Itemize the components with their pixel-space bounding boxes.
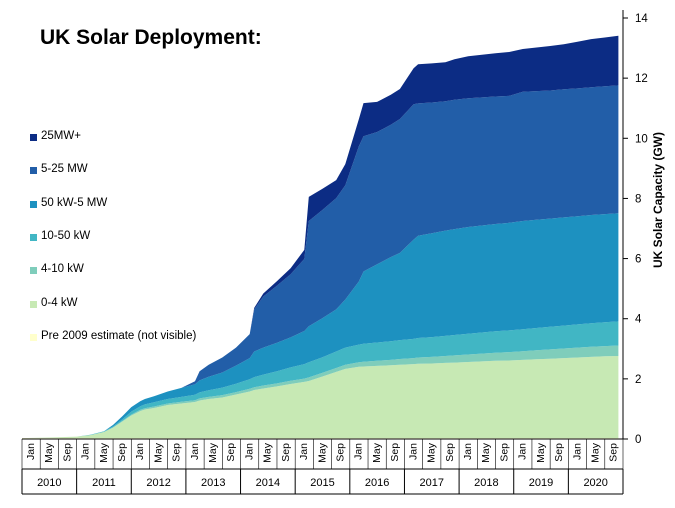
x-month-label: Sep xyxy=(444,443,456,462)
area-series-1 xyxy=(22,356,619,439)
legend-label: 4-10 kW xyxy=(41,263,84,276)
area-series-3 xyxy=(22,321,619,439)
area-series-2 xyxy=(22,345,619,439)
x-year-label: 2019 xyxy=(529,477,553,489)
x-month-label: Sep xyxy=(280,443,292,462)
y-tick-label: 6 xyxy=(635,254,641,266)
x-month-label: Sep xyxy=(553,443,565,462)
y-axis: 0 2 4 6 8 10 12 14 xyxy=(622,10,648,446)
area-series-6 xyxy=(22,35,619,439)
x-month-label: Sep xyxy=(116,443,128,462)
x-month-label: May xyxy=(98,442,110,463)
x-year-label: 2011 xyxy=(92,477,116,489)
x-year-label: 2014 xyxy=(256,477,280,489)
legend-label: 10-50 kW xyxy=(41,229,91,242)
legend-swatch xyxy=(30,300,37,308)
x-month-label: Sep xyxy=(389,443,401,462)
legend-swatch xyxy=(30,134,37,141)
x-month-label: Sep xyxy=(61,443,73,462)
x-month-label: Jan xyxy=(298,443,310,460)
legend-item: 4-10 kW xyxy=(30,263,250,279)
area-series-4 xyxy=(22,213,619,439)
x-year-label: 2013 xyxy=(201,477,225,489)
x-month-label: May xyxy=(480,442,492,463)
x-month-label: May xyxy=(316,442,328,463)
legend-swatch xyxy=(30,333,37,341)
x-month-label: May xyxy=(207,442,219,463)
legend-item: 10-50 kW xyxy=(30,230,250,246)
legend-swatch xyxy=(30,233,37,241)
x-month-label: Jan xyxy=(25,443,37,460)
legend-item: 0-4 kW xyxy=(30,297,250,313)
legend-label: Pre 2009 estimate (not visible) xyxy=(41,329,197,342)
x-month-label: May xyxy=(589,442,601,463)
x-month-label: Jan xyxy=(571,443,583,460)
x-month-label: Jan xyxy=(189,443,201,460)
area-series-5 xyxy=(22,85,619,439)
x-month-label: Sep xyxy=(225,443,237,462)
x-month-label: Jan xyxy=(353,443,365,460)
x-month-label: Sep xyxy=(608,443,620,462)
y-tick-label: 0 xyxy=(635,434,641,446)
y-tick-label: 2 xyxy=(635,374,641,386)
y-tick-label: 8 xyxy=(635,193,641,205)
legend-swatch xyxy=(30,267,37,275)
x-month-label: Sep xyxy=(171,443,183,462)
x-month-label: May xyxy=(535,442,547,463)
x-month-label: Jan xyxy=(243,443,255,460)
y-tick-label: 14 xyxy=(635,13,648,25)
legend-item: 25MW+ xyxy=(30,130,250,146)
x-year-label: 2020 xyxy=(583,477,607,489)
x-month-label: May xyxy=(43,442,55,463)
legend-swatch xyxy=(30,167,37,175)
legend-label: 25MW+ xyxy=(41,130,81,142)
legend-label: 0-4 kW xyxy=(41,296,78,309)
legend-label: 50 kW-5 MW xyxy=(41,196,108,209)
x-year-label: 2010 xyxy=(37,477,61,489)
legend-swatch xyxy=(30,200,37,208)
x-month-label: May xyxy=(262,442,274,463)
y-axis-label: UK Solar Capacity (GW) xyxy=(651,132,665,268)
y-tick-label: 4 xyxy=(635,314,642,326)
x-month-label: May xyxy=(371,442,383,463)
x-year-label: 2012 xyxy=(146,477,170,489)
legend-item: 5-25 MW xyxy=(30,163,250,179)
legend-label: 5-25 MW xyxy=(41,163,88,176)
x-month-label: Jan xyxy=(462,443,474,460)
x-axis: Jan May Sep 2010 Jan May Sep 2011 Jan May Sep 2012 J… xyxy=(21,438,624,495)
x-month-label: Sep xyxy=(498,443,510,462)
x-year-label: 2018 xyxy=(474,477,498,489)
x-month-label: Jan xyxy=(407,443,419,460)
x-month-label: May xyxy=(152,442,164,463)
y-tick-label: 10 xyxy=(635,133,648,145)
x-month-label: May xyxy=(426,442,438,463)
chart-title: UK Solar Deployment: xyxy=(40,26,262,49)
x-year-label: 2017 xyxy=(420,477,444,489)
x-month-label: Sep xyxy=(334,443,346,462)
x-year-label: 2016 xyxy=(365,477,389,489)
chart-areas xyxy=(22,35,619,439)
legend-item: Pre 2009 estimate (not visible) xyxy=(30,330,250,346)
x-month-label: Jan xyxy=(517,443,529,460)
x-month-label: Jan xyxy=(79,443,91,460)
y-tick-label: 12 xyxy=(635,73,648,85)
x-month-label: Jan xyxy=(134,443,146,460)
legend-item: 50 kW-5 MW xyxy=(30,197,250,213)
x-year-label: 2015 xyxy=(310,477,334,489)
